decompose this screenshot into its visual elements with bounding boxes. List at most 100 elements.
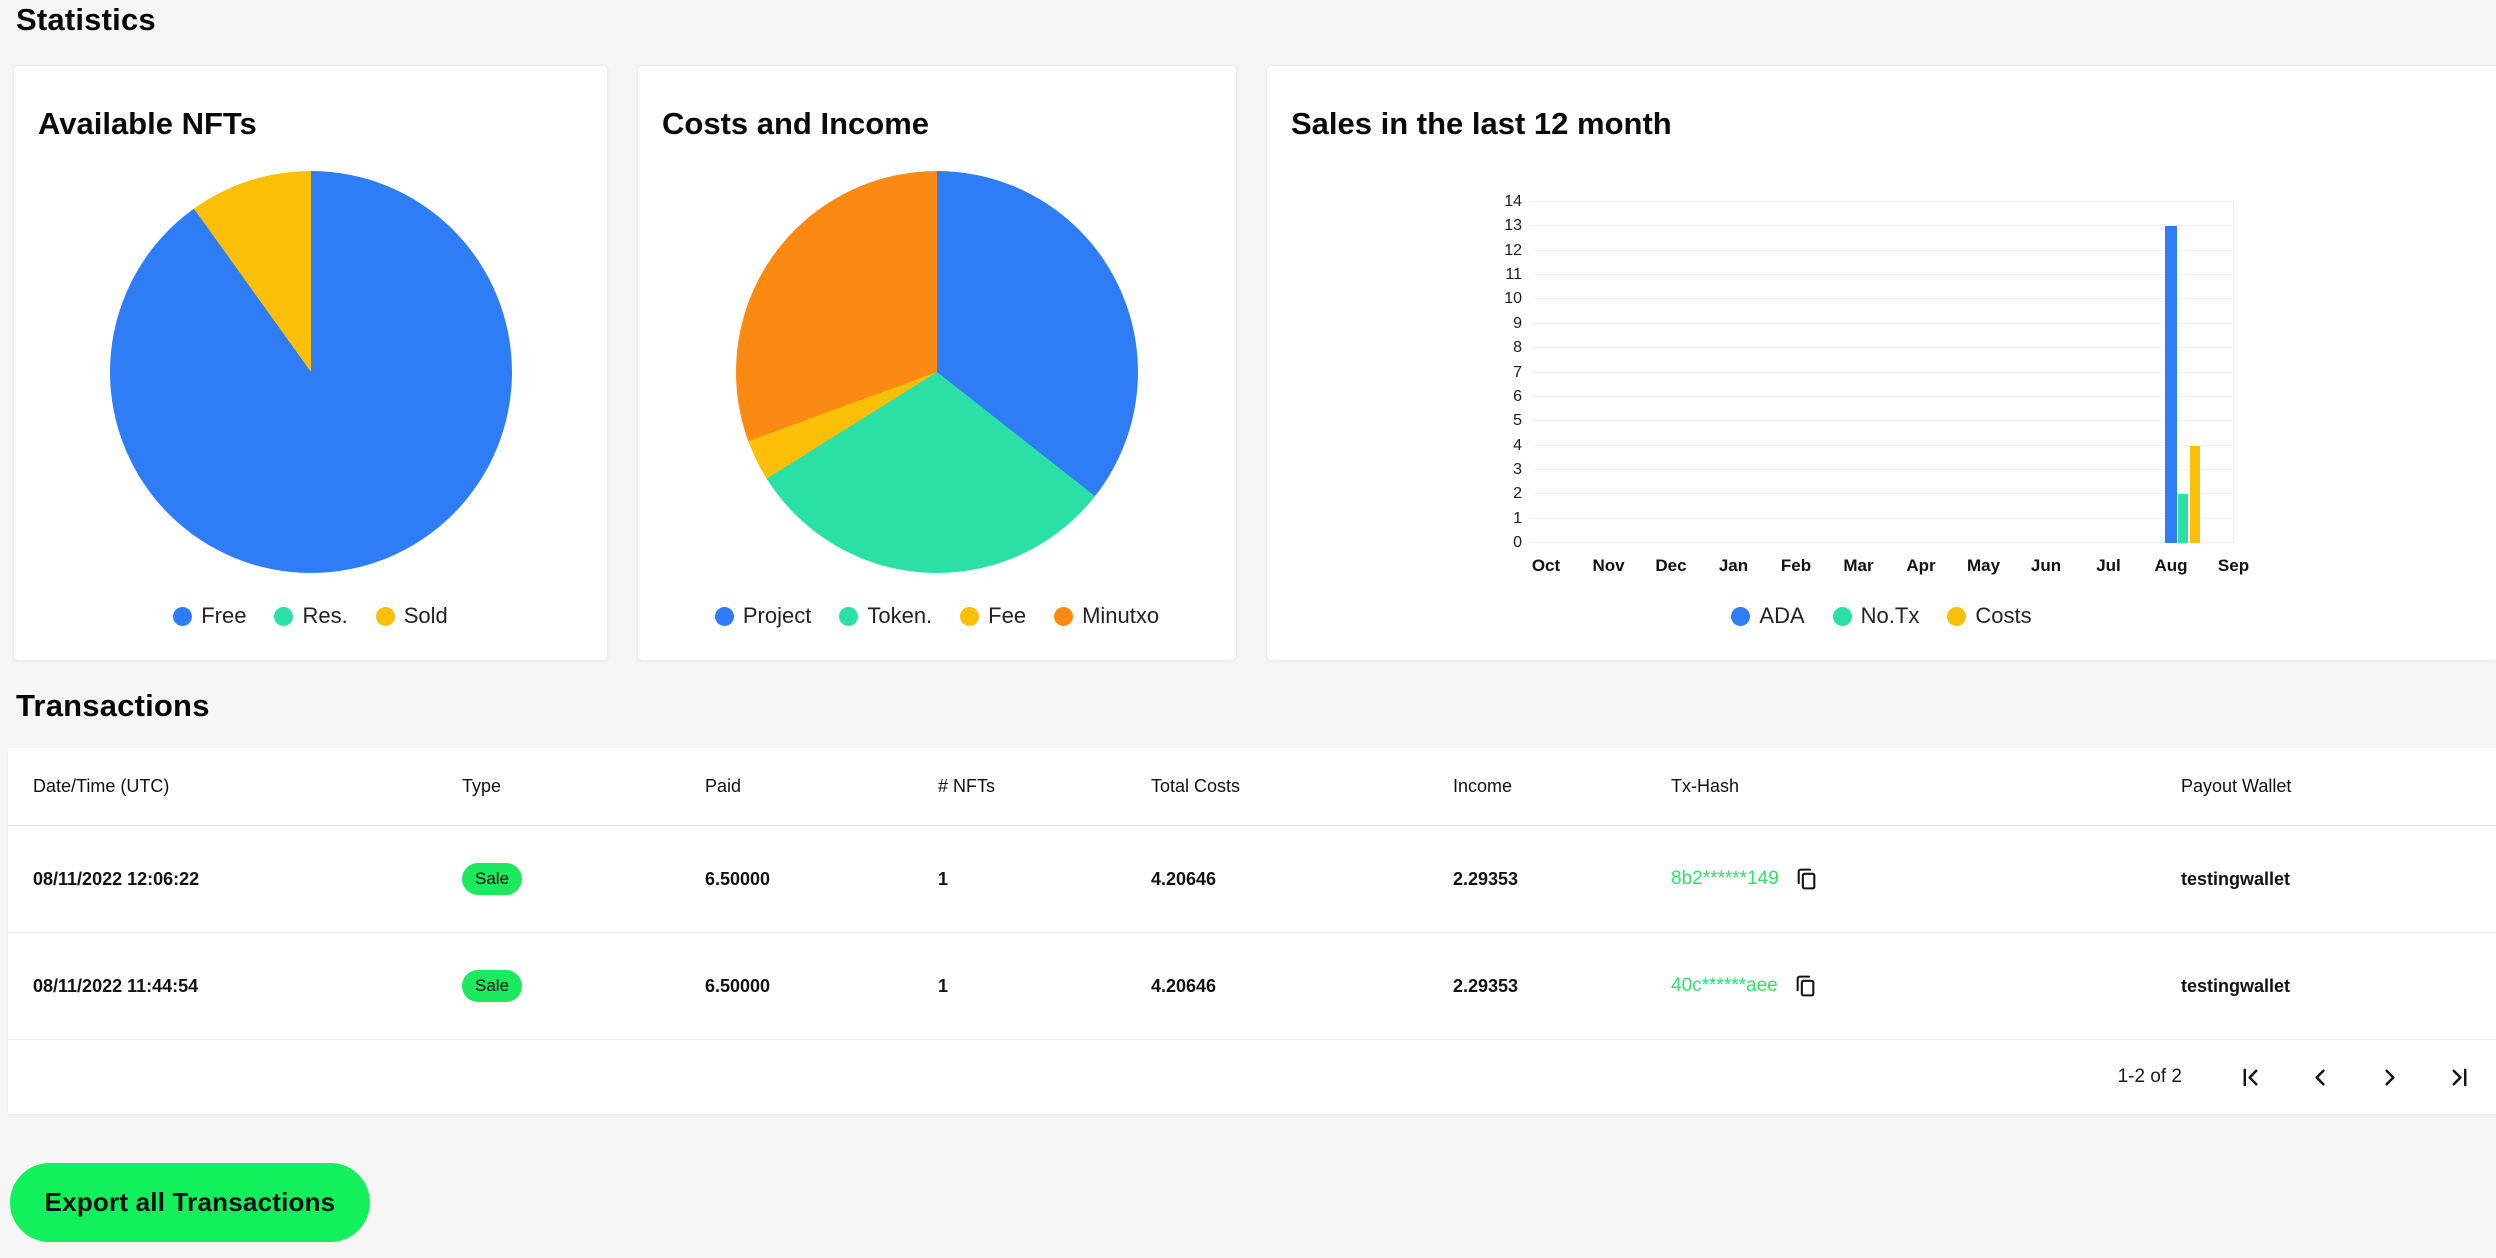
legend-label: No.Tx (1860, 603, 1920, 628)
legend-item: No.Tx (1832, 603, 1920, 629)
legend-dot-icon (375, 606, 395, 626)
cell-datetime: 08/11/2022 11:44:54 (33, 975, 199, 996)
export-all-transactions-button[interactable]: Export all Transactions (10, 1163, 370, 1242)
column-header-date-time-utc: Date/Time (UTC) (33, 776, 170, 796)
gridline (1530, 298, 2233, 300)
x-axis-label: Feb (1780, 556, 1812, 575)
transactions-table: Date/Time (UTC) Type Paid # NFTs Total Costs… (8, 748, 2496, 1114)
costs-income-legend: Project Token. Fee Minutxo (638, 603, 1236, 629)
legend-label: Fee (988, 603, 1027, 628)
cell-income: 2.29353 (1453, 868, 1519, 889)
x-axis-label: Dec (1655, 556, 1687, 575)
gridline (1530, 225, 2233, 227)
y-axis-label: 7 (1513, 363, 1522, 381)
legend-item: Project (714, 603, 812, 629)
gridline (1530, 201, 2233, 202)
column-header-total-costs: Total Costs (1151, 776, 1241, 796)
column-header-nfts: # NFTs (938, 776, 996, 796)
gridline (1530, 444, 2233, 446)
y-axis-label: 12 (1504, 241, 1522, 259)
chevron-left-icon (2315, 1069, 2325, 1085)
table-row: 08/11/2022 12:06:22 Sale 6.50000 1 4.20646 2.… (8, 826, 2496, 933)
pagination-range-label: 1-2 of 2 (2117, 1066, 2182, 1087)
transactions-rows: 08/11/2022 12:06:22 Sale 6.50000 1 4.20646 2.… (8, 826, 2496, 1040)
cell-tx-hash: 40c******aee (1671, 974, 2181, 999)
cell-payout-wallet: testingwallet (2181, 868, 2291, 889)
copy-button[interactable] (1794, 867, 1819, 892)
legend-label: Free (201, 603, 247, 628)
last-page-button[interactable] (2447, 1066, 2470, 1089)
sales-card: Sales in the last 12 month 0 1 2 3 4 5 6 7 8 9 10 1… (1266, 65, 2496, 661)
next-page-button[interactable] (2378, 1066, 2401, 1089)
legend-label: Token. (867, 603, 933, 628)
cell-payout-wallet: testingwallet (2181, 975, 2291, 996)
legend-item: Res. (274, 603, 348, 629)
column-header-tx-hash: Tx-Hash (1671, 776, 1740, 796)
chevron-right-icon (2385, 1069, 2395, 1085)
gridline (1530, 493, 2233, 495)
column-header-type: Type (462, 776, 502, 796)
tx-hash-link[interactable]: 40c******aee (1671, 975, 1778, 996)
legend-dot-icon (173, 606, 193, 626)
gridline (1530, 322, 2233, 324)
legend-label: Costs (1975, 603, 2032, 628)
column-header-paid: Paid (705, 776, 742, 796)
x-axis-label: Aug (2154, 556, 2188, 575)
legend-item: Fee (960, 603, 1026, 629)
y-axis-label: 14 (1504, 193, 1522, 210)
y-axis-label: 3 (1513, 460, 1522, 478)
legend-label: Sold (403, 603, 448, 628)
x-axis-label: Jul (2096, 556, 2121, 575)
gridline (1530, 468, 2233, 470)
copy-icon (1797, 868, 1816, 889)
first-page-button[interactable] (2240, 1066, 2263, 1089)
gridline (1530, 517, 2233, 519)
table-row: 08/11/2022 11:44:54 Sale 6.50000 1 4.20646 2.… (8, 933, 2496, 1040)
sales-legend: ADA No.Tx Costs (1267, 603, 2496, 629)
cell-total-costs: 4.20646 (1151, 975, 1217, 996)
cell-paid: 6.50000 (705, 975, 771, 996)
legend-dot-icon (1731, 606, 1751, 626)
sales-bar-chart: 0 1 2 3 4 5 6 7 8 9 10 11 12 13 14 Oct Nov Dec Jan Feb Mar A… (1504, 193, 2249, 575)
legend-label: Project (742, 603, 812, 628)
x-axis-label: Nov (1592, 556, 1625, 575)
tx-hash-link[interactable]: 8b2******149 (1671, 868, 1779, 889)
y-axis-label: 11 (1505, 266, 1522, 284)
y-axis-label: 5 (1513, 412, 1522, 430)
bar-ada (2165, 226, 2177, 543)
transactions-heading: Transactions (16, 688, 210, 723)
available-nfts-pie-chart (109, 171, 512, 573)
y-axis-label: 10 (1504, 290, 1522, 308)
y-axis-label: 13 (1504, 217, 1522, 235)
cell-datetime: 08/11/2022 12:06:22 (33, 868, 200, 889)
legend-dot-icon (274, 606, 294, 626)
x-axis-label: May (1966, 556, 2001, 575)
legend-item: Free (173, 603, 246, 629)
legend-label: Minutxo (1082, 603, 1160, 628)
pagination: 1-2 of 2 (8, 1040, 2496, 1114)
table-header-row: Date/Time (UTC) Type Paid # NFTs Total Costs… (8, 748, 2496, 826)
cell-type: Sale (462, 863, 705, 895)
legend-label: ADA (1759, 603, 1805, 628)
legend-dot-icon (1947, 606, 1967, 626)
gridline (1530, 347, 2233, 349)
last-page-icon (2452, 1068, 2467, 1086)
gridline (1530, 274, 2233, 276)
cell-income: 2.29353 (1453, 975, 1519, 996)
x-axis-label: Sep (2217, 556, 2250, 575)
type-badge: Sale (462, 970, 523, 1002)
bar-plot-area: 0 1 2 3 4 5 6 7 8 9 10 11 12 13 14 (1504, 193, 2234, 551)
bar-costs (2190, 445, 2200, 543)
previous-page-button[interactable] (2309, 1066, 2332, 1089)
legend-item: Token. (839, 603, 932, 629)
copy-button[interactable] (1793, 974, 1818, 999)
type-badge: Sale (462, 863, 523, 895)
costs-income-card: Costs and Income Project Token. Fee Minutxo (637, 65, 1237, 661)
gridline (1530, 371, 2233, 373)
y-axis-label: 4 (1513, 436, 1522, 454)
card-title: Sales in the last 12 month (1291, 106, 1672, 141)
copy-icon (1796, 975, 1815, 996)
cell-tx-hash: 8b2******149 (1671, 867, 2181, 892)
costs-income-pie-chart (736, 171, 1138, 573)
